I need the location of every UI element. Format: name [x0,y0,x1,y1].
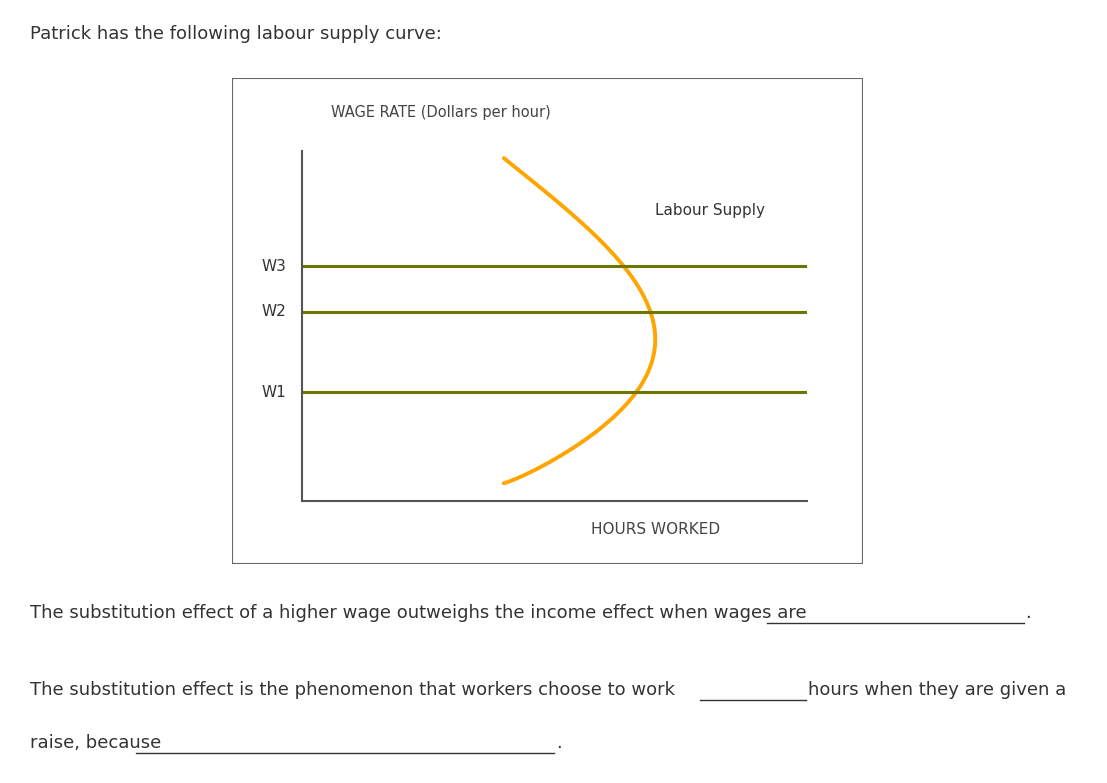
Text: Labour Supply: Labour Supply [655,203,765,218]
Text: raise, because: raise, because [30,734,162,752]
Text: The substitution effect is the phenomenon that workers choose to work: The substitution effect is the phenomeno… [30,681,675,699]
Text: hours when they are given a: hours when they are given a [808,681,1066,699]
Text: HOURS WORKED: HOURS WORKED [591,522,720,537]
Text: Patrick has the following labour supply curve:: Patrick has the following labour supply … [30,25,442,43]
Text: .: . [1025,604,1031,622]
Text: .: . [556,734,561,752]
Text: W2: W2 [262,305,287,319]
Text: W1: W1 [262,384,287,400]
Text: W3: W3 [262,259,287,274]
Text: WAGE RATE (Dollars per hour): WAGE RATE (Dollars per hour) [331,105,550,120]
Text: The substitution effect of a higher wage outweighs the income effect when wages : The substitution effect of a higher wage… [30,604,807,622]
